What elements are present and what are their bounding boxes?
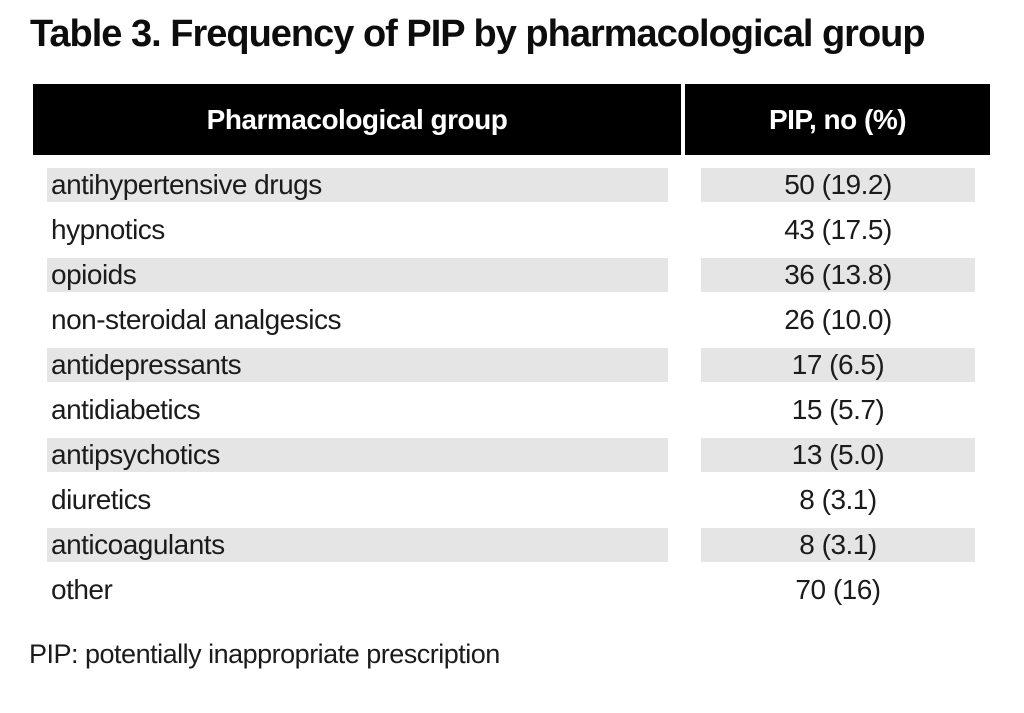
table-row: hypnotics 43 (17.5) [33, 207, 990, 252]
group-cell: antidepressants [47, 347, 668, 382]
table-row: anticoagulants 8 (3.1) [33, 522, 990, 567]
pip-cell: 8 (3.1) [701, 527, 975, 562]
table-row: antidiabetics 15 (5.7) [33, 387, 990, 432]
table-body: antihypertensive drugs 50 (19.2) hypnoti… [33, 162, 990, 612]
group-cell: antihypertensive drugs [47, 167, 668, 202]
table-row: antipsychotics 13 (5.0) [33, 432, 990, 477]
group-cell: non-steroidal analgesics [51, 303, 341, 335]
group-cell: hypnotics [51, 213, 165, 245]
pip-frequency-table: Pharmacological group PIP, no (%) antihy… [33, 84, 990, 612]
pip-cell: 50 (19.2) [701, 167, 975, 202]
table-row: other 70 (16) [33, 567, 990, 612]
pip-cell: 43 (17.5) [784, 213, 892, 245]
table-row: diuretics 8 (3.1) [33, 477, 990, 522]
group-cell: opioids [47, 257, 668, 292]
pip-cell: 70 (16) [795, 573, 881, 605]
table-row: opioids 36 (13.8) [33, 252, 990, 297]
table-row: antihypertensive drugs 50 (19.2) [33, 162, 990, 207]
table-footnote: PIP: potentially inappropriate prescript… [29, 639, 500, 669]
pip-cell: 17 (6.5) [701, 347, 975, 382]
group-cell: diuretics [51, 483, 151, 515]
table-row: antidepressants 17 (6.5) [33, 342, 990, 387]
pip-cell: 15 (5.7) [791, 393, 885, 425]
group-cell: other [51, 573, 113, 605]
header-cell-pharmacological-group: Pharmacological group [33, 84, 681, 155]
pip-cell: 13 (5.0) [701, 437, 975, 472]
header-cell-pip-count: PIP, no (%) [685, 84, 990, 155]
table-row: non-steroidal analgesics 26 (10.0) [33, 297, 990, 342]
group-cell: anticoagulants [47, 527, 668, 562]
table-header-row: Pharmacological group PIP, no (%) [33, 84, 990, 155]
pip-cell: 36 (13.8) [701, 257, 975, 292]
group-cell: antipsychotics [47, 437, 668, 472]
pip-cell: 26 (10.0) [784, 303, 892, 335]
group-cell: antidiabetics [51, 393, 201, 425]
table-title: Table 3. Frequency of PIP by pharmacolog… [30, 13, 926, 55]
pip-cell: 8 (3.1) [799, 483, 877, 515]
